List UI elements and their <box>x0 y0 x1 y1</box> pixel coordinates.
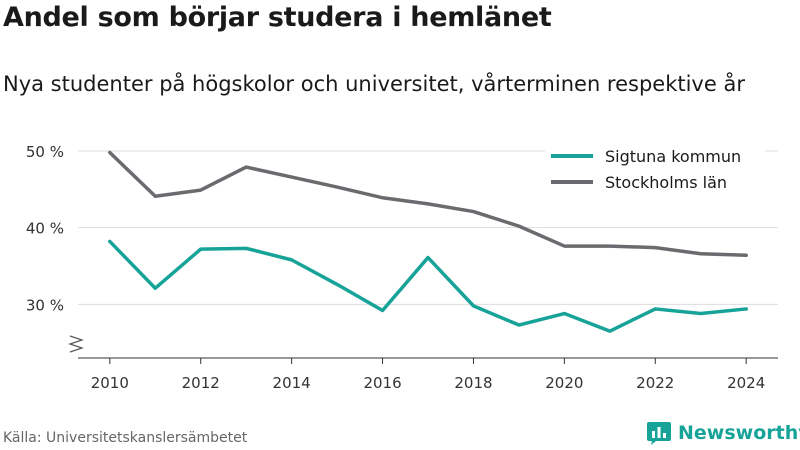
x-tick-label: 2020 <box>545 374 583 392</box>
x-tick-label: 2012 <box>182 374 220 392</box>
x-tick-label: 2024 <box>727 374 765 392</box>
y-tick-label: 30 % <box>26 296 64 314</box>
legend-label: Stockholms län <box>605 173 727 192</box>
x-tick-label: 2010 <box>91 374 129 392</box>
source-note: Källa: Universitetskanslersämbetet <box>3 430 248 446</box>
y-tick-label: 40 % <box>26 220 64 238</box>
chart-subtitle: Nya studenter på högskolor och universit… <box>3 72 745 96</box>
y-tick-label: 50 % <box>26 143 64 161</box>
line-chart: 30 % 40 % 50 % 2010 2012 2014 2016 2018 2020 2022… <box>26 143 778 392</box>
x-tick-label: 2016 <box>363 374 401 392</box>
brand-name: Newsworthy <box>678 422 800 444</box>
x-tick-label: 2018 <box>454 374 492 392</box>
x-tick-label: 2014 <box>273 374 311 392</box>
legend-label: Sigtuna kommun <box>605 147 741 166</box>
chart-title: Andel som börjar studera i hemlänet <box>3 2 552 33</box>
series-line <box>108 239 748 333</box>
newsworthy-logo-icon <box>647 422 671 445</box>
brand-logo: Newsworthy <box>646 420 800 446</box>
axis-break-icon <box>68 335 84 353</box>
series-line <box>108 150 748 258</box>
x-tick-label: 2022 <box>636 374 674 392</box>
